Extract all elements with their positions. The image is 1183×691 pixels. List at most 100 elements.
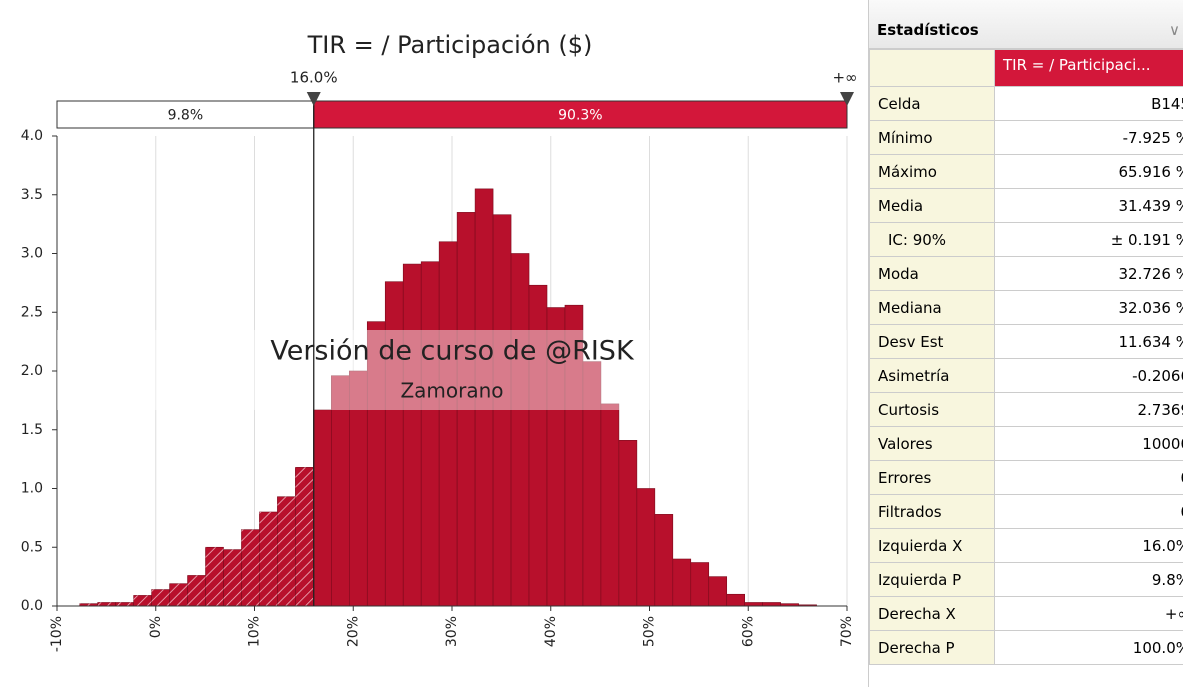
bar bbox=[403, 264, 421, 606]
stat-label: Filtrados bbox=[870, 495, 995, 529]
bar bbox=[170, 584, 188, 606]
bar bbox=[98, 602, 116, 606]
panel-title: Estadísticos bbox=[877, 21, 979, 39]
bar bbox=[763, 602, 781, 606]
stat-label: Izquierda X bbox=[870, 529, 995, 563]
stat-row: CeldaB145 bbox=[870, 87, 1183, 121]
stat-row: Filtrados0 bbox=[870, 495, 1183, 529]
delimiter-label: +∞ bbox=[832, 69, 857, 87]
bar bbox=[277, 497, 295, 606]
stat-row: Asimetría-0.2066 bbox=[870, 359, 1183, 393]
stat-value: 2.7369 bbox=[995, 393, 1183, 427]
bar bbox=[601, 404, 619, 606]
bar bbox=[116, 602, 134, 606]
stat-row: Izquierda P9.8% bbox=[870, 563, 1183, 597]
stat-label: Izquierda P bbox=[870, 563, 995, 597]
stat-value: ± 0.191 % bbox=[995, 223, 1183, 257]
stat-label: Errores bbox=[870, 461, 995, 495]
x-tick-label: 20% bbox=[345, 616, 361, 647]
stat-value: 32.036 % bbox=[995, 291, 1183, 325]
column-header[interactable]: TIR = / Participaci... bbox=[995, 50, 1183, 87]
bar bbox=[655, 514, 673, 606]
stat-label: Media bbox=[870, 189, 995, 223]
stat-value: 32.726 % bbox=[995, 257, 1183, 291]
bar bbox=[259, 512, 277, 606]
stat-value: 11.634 % bbox=[995, 325, 1183, 359]
bar bbox=[206, 547, 224, 606]
stat-label: Moda bbox=[870, 257, 995, 291]
y-tick-label: 1.0 bbox=[21, 481, 43, 497]
bar bbox=[493, 215, 511, 606]
y-tick-label: 0.5 bbox=[21, 539, 43, 555]
watermark-line: Zamorano bbox=[400, 379, 503, 403]
stat-row: Mínimo-7.925 % bbox=[870, 121, 1183, 155]
stat-label: Mediana bbox=[870, 291, 995, 325]
stat-value: 9.8% bbox=[995, 563, 1183, 597]
stat-value: 65.916 % bbox=[995, 155, 1183, 189]
bar bbox=[421, 262, 439, 606]
stat-label: Mínimo bbox=[870, 121, 995, 155]
stat-value: B145 bbox=[995, 87, 1183, 121]
stat-value: 16.0% bbox=[995, 529, 1183, 563]
y-tick-label: 3.5 bbox=[21, 187, 43, 203]
region-label: 9.8% bbox=[168, 108, 204, 124]
stat-label: IC: 90% bbox=[870, 223, 995, 257]
panel-header[interactable]: Estadísticos∨ bbox=[869, 0, 1183, 49]
x-tick-label: 40% bbox=[543, 616, 559, 647]
stat-row: IC: 90%± 0.191 % bbox=[870, 223, 1183, 257]
stat-label: Celda bbox=[870, 87, 995, 121]
stat-label: Asimetría bbox=[870, 359, 995, 393]
stat-label: Derecha P bbox=[870, 631, 995, 665]
stat-row: Valores10000 bbox=[870, 427, 1183, 461]
x-tick-label: 30% bbox=[444, 616, 460, 647]
bar bbox=[673, 559, 691, 606]
bar bbox=[331, 376, 349, 606]
statistics-table: TIR = / Participaci... CeldaB145Mínimo-7… bbox=[869, 49, 1183, 665]
x-tick-label: 70% bbox=[839, 616, 855, 647]
region-label: 90.3% bbox=[558, 108, 602, 124]
y-tick-label: 1.5 bbox=[21, 422, 43, 438]
bar bbox=[511, 254, 529, 607]
y-tick-label: 4.0 bbox=[21, 128, 43, 144]
x-tick-label: 50% bbox=[642, 616, 658, 647]
chevron[interactable]: ∨ bbox=[1169, 0, 1180, 60]
stat-label: Desv Est bbox=[870, 325, 995, 359]
stat-row: Izquierda X16.0% bbox=[870, 529, 1183, 563]
y-tick-label: 2.5 bbox=[21, 304, 43, 320]
stat-value: -0.2066 bbox=[995, 359, 1183, 393]
statistics-panel: Estadísticos∨ TIR = / Participaci... Cel… bbox=[868, 0, 1183, 687]
stat-row: Derecha X+∞ bbox=[870, 597, 1183, 631]
stat-value: 31.439 % bbox=[995, 189, 1183, 223]
bar bbox=[295, 467, 313, 606]
bar bbox=[709, 577, 727, 606]
y-tick-label: 0.0 bbox=[21, 598, 43, 614]
stat-row: Errores0 bbox=[870, 461, 1183, 495]
chart-title: TIR = / Participación ($) bbox=[307, 31, 593, 59]
stat-value: -7.925 % bbox=[995, 121, 1183, 155]
stat-label: Curtosis bbox=[870, 393, 995, 427]
stat-label: Derecha X bbox=[870, 597, 995, 631]
bar bbox=[619, 440, 637, 606]
bar bbox=[152, 590, 170, 606]
stat-label: Máximo bbox=[870, 155, 995, 189]
bar bbox=[188, 575, 206, 606]
bar bbox=[691, 563, 709, 606]
bar bbox=[134, 595, 152, 606]
stat-value: 10000 bbox=[995, 427, 1183, 461]
stat-value: 0 bbox=[995, 461, 1183, 495]
x-tick-label: 60% bbox=[740, 616, 756, 647]
y-tick-label: 3.0 bbox=[21, 246, 43, 262]
stat-value: 100.0% bbox=[995, 631, 1183, 665]
x-tick-label: 10% bbox=[247, 616, 263, 647]
stat-label: Valores bbox=[870, 427, 995, 461]
watermark-line: Versión de curso de @RISK bbox=[270, 336, 635, 367]
delimiter-label: 16.0% bbox=[290, 69, 338, 87]
x-tick-label: -10% bbox=[49, 616, 65, 652]
